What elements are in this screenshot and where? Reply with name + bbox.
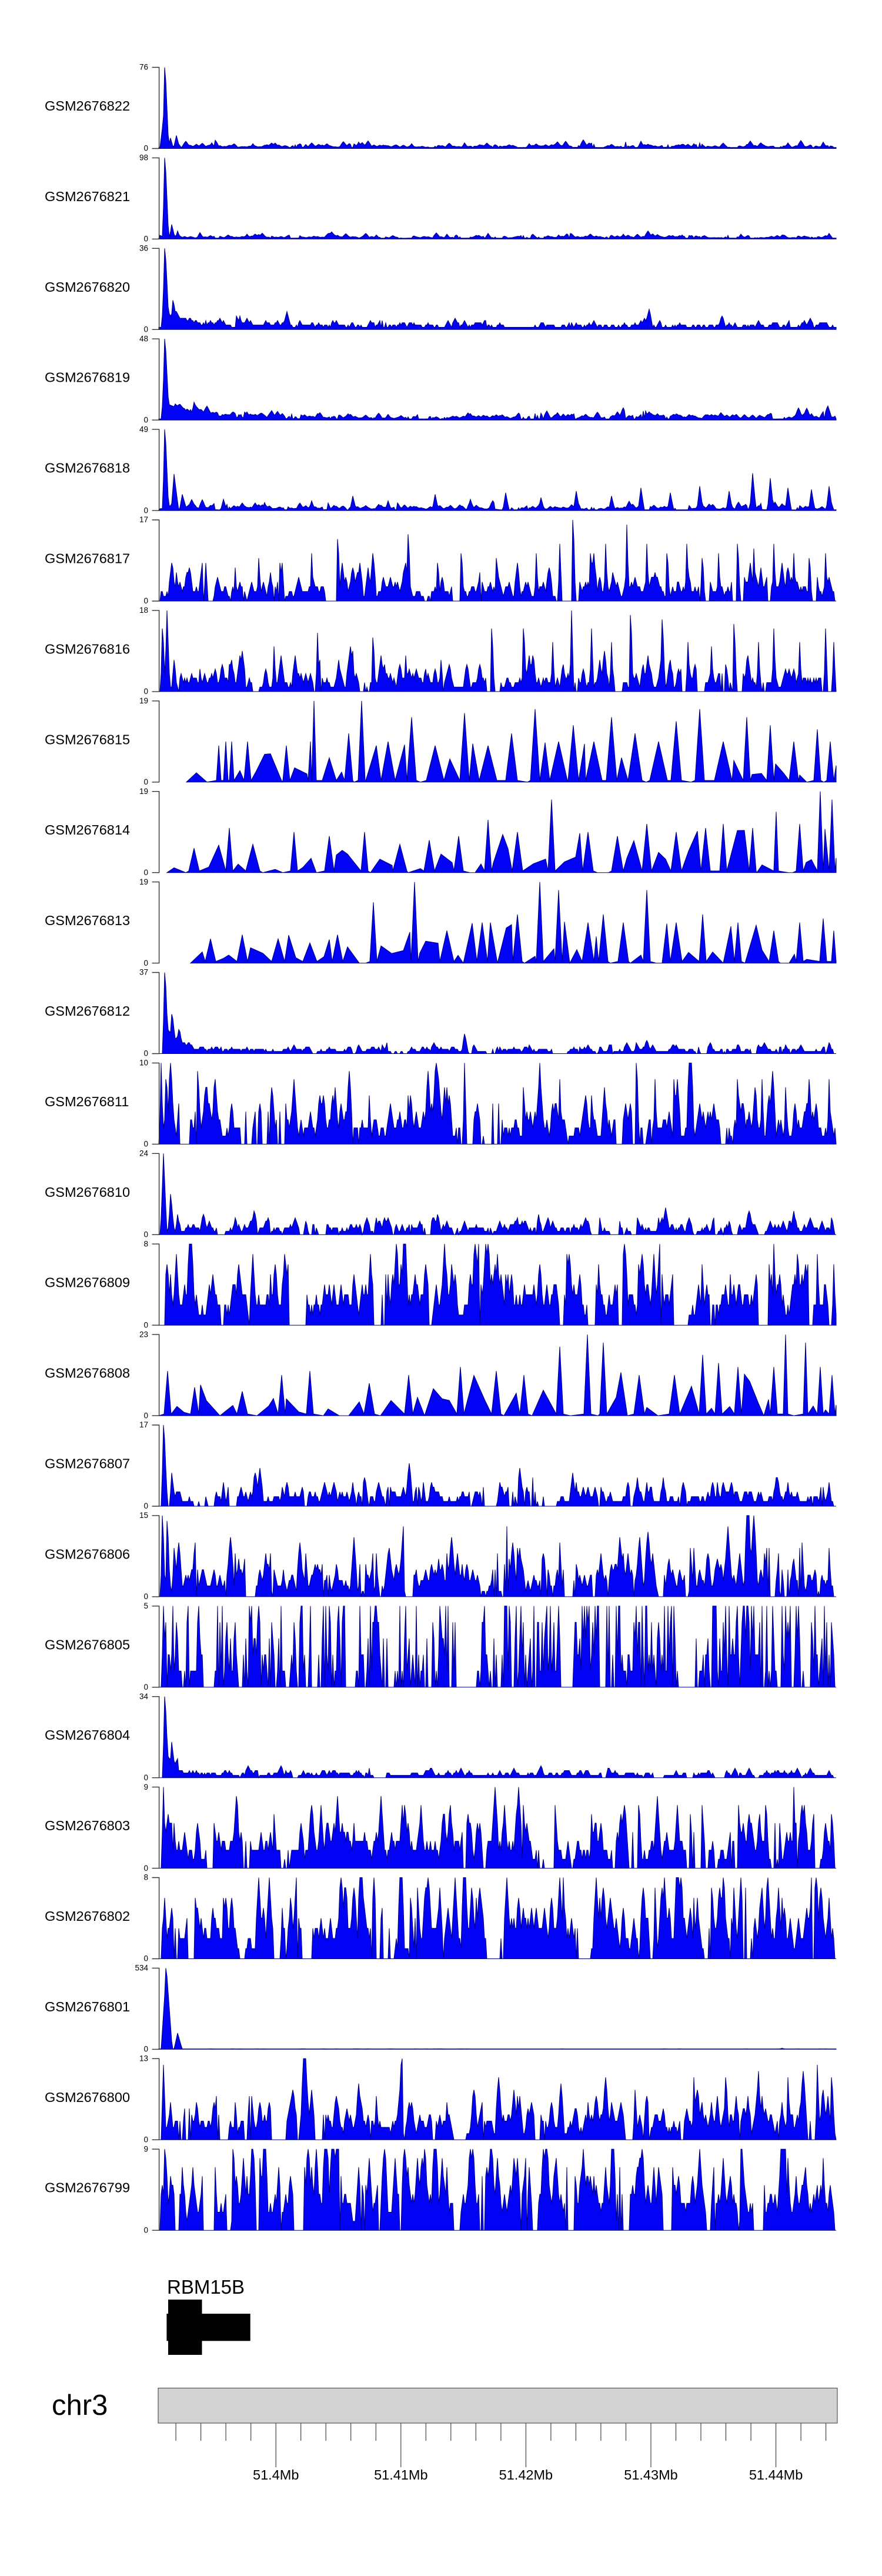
svg-text:51.41Mb: 51.41Mb (374, 2467, 427, 2482)
svg-text:0: 0 (143, 959, 148, 967)
svg-text:0: 0 (143, 235, 148, 243)
svg-text:98: 98 (139, 154, 148, 162)
svg-text:0: 0 (143, 2225, 148, 2234)
svg-text:GSM2676813: GSM2676813 (45, 913, 130, 928)
svg-text:0: 0 (143, 2135, 148, 2144)
svg-text:GSM2676807: GSM2676807 (45, 1456, 130, 1471)
svg-text:9: 9 (143, 1783, 148, 1791)
svg-text:5: 5 (143, 1601, 148, 1610)
svg-text:GSM2676818: GSM2676818 (45, 461, 130, 476)
svg-text:0: 0 (143, 778, 148, 786)
svg-text:GSM2676801: GSM2676801 (45, 1999, 130, 2014)
svg-text:0: 0 (143, 1140, 148, 1149)
svg-text:51.42Mb: 51.42Mb (499, 2467, 553, 2482)
svg-text:24: 24 (139, 1149, 149, 1158)
svg-text:23: 23 (139, 1330, 148, 1339)
svg-text:GSM2676808: GSM2676808 (45, 1366, 130, 1381)
svg-text:GSM2676817: GSM2676817 (45, 551, 130, 566)
svg-text:19: 19 (139, 696, 148, 705)
svg-text:48: 48 (139, 334, 148, 343)
svg-text:19: 19 (139, 877, 148, 886)
svg-text:0: 0 (143, 1501, 148, 1510)
svg-text:0: 0 (143, 1954, 148, 1963)
svg-text:GSM2676815: GSM2676815 (45, 732, 130, 747)
svg-text:RBM15B: RBM15B (167, 2276, 245, 2298)
svg-text:0: 0 (143, 1320, 148, 1329)
svg-text:17: 17 (139, 515, 148, 524)
svg-text:0: 0 (143, 687, 148, 696)
svg-text:GSM2676800: GSM2676800 (45, 2090, 130, 2105)
svg-text:GSM2676816: GSM2676816 (45, 641, 130, 656)
svg-text:76: 76 (139, 63, 148, 72)
svg-text:GSM2676804: GSM2676804 (45, 1727, 130, 1743)
svg-text:8: 8 (143, 1873, 148, 1882)
svg-text:0: 0 (143, 2045, 148, 2054)
svg-text:0: 0 (143, 596, 148, 605)
svg-text:chr3: chr3 (52, 2390, 108, 2421)
svg-text:GSM2676810: GSM2676810 (45, 1184, 130, 1200)
svg-text:GSM2676819: GSM2676819 (45, 370, 130, 385)
svg-text:0: 0 (143, 1230, 148, 1239)
svg-text:0: 0 (143, 1049, 148, 1058)
svg-text:0: 0 (143, 1411, 148, 1420)
svg-text:34: 34 (139, 1692, 149, 1701)
svg-text:0: 0 (143, 1773, 148, 1782)
svg-text:GSM2676809: GSM2676809 (45, 1275, 130, 1290)
svg-text:10: 10 (139, 1059, 148, 1067)
svg-text:15: 15 (139, 1511, 148, 1520)
svg-text:GSM2676803: GSM2676803 (45, 1818, 130, 1833)
svg-text:GSM2676799: GSM2676799 (45, 2180, 130, 2195)
svg-text:534: 534 (135, 1964, 148, 1973)
svg-text:0: 0 (143, 415, 148, 424)
svg-text:0: 0 (143, 506, 148, 515)
svg-text:GSM2676820: GSM2676820 (45, 279, 130, 295)
svg-text:GSM2676805: GSM2676805 (45, 1637, 130, 1652)
svg-text:GSM2676814: GSM2676814 (45, 822, 130, 837)
svg-text:GSM2676802: GSM2676802 (45, 1908, 130, 1924)
svg-text:19: 19 (139, 787, 148, 796)
svg-text:8: 8 (143, 1239, 148, 1248)
svg-text:0: 0 (143, 1592, 148, 1601)
svg-text:49: 49 (139, 425, 148, 433)
svg-text:36: 36 (139, 244, 148, 253)
svg-text:13: 13 (139, 2054, 148, 2063)
svg-text:51.4Mb: 51.4Mb (253, 2467, 299, 2482)
svg-text:GSM2676821: GSM2676821 (45, 189, 130, 204)
svg-text:0: 0 (143, 325, 148, 334)
svg-text:51.44Mb: 51.44Mb (749, 2467, 803, 2482)
svg-text:18: 18 (139, 606, 148, 615)
svg-text:9: 9 (143, 2144, 148, 2153)
svg-text:GSM2676811: GSM2676811 (45, 1094, 129, 1109)
svg-text:51.43Mb: 51.43Mb (624, 2467, 677, 2482)
svg-text:0: 0 (143, 144, 148, 153)
svg-text:GSM2676812: GSM2676812 (45, 1003, 130, 1019)
svg-text:GSM2676806: GSM2676806 (45, 1546, 130, 1561)
svg-text:17: 17 (139, 1420, 148, 1429)
svg-text:GSM2676822: GSM2676822 (45, 98, 130, 114)
svg-text:37: 37 (139, 968, 148, 977)
svg-text:0: 0 (143, 868, 148, 877)
svg-text:0: 0 (143, 1683, 148, 1691)
svg-text:0: 0 (143, 1864, 148, 1873)
